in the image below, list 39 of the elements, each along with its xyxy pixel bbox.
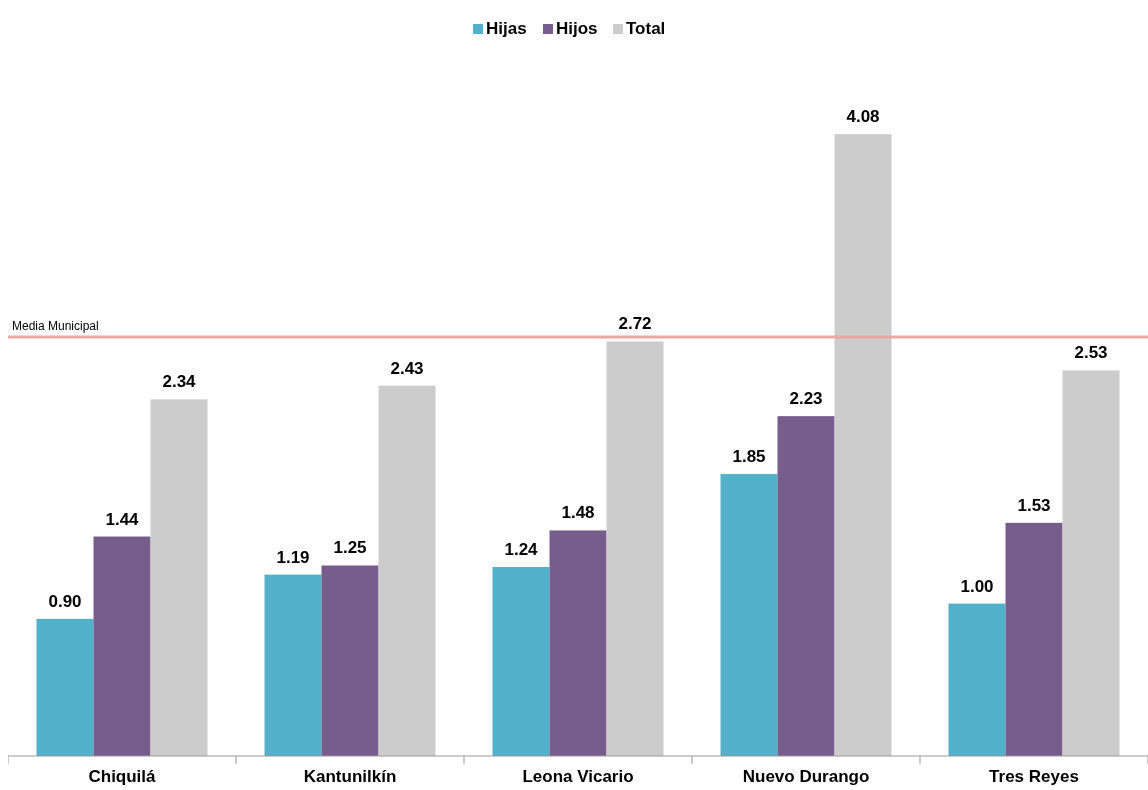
legend-label: Hijas [486, 19, 527, 38]
ref-line-label: Media Municipal [12, 318, 99, 333]
data-label: 0.90 [48, 591, 82, 611]
x-tick-label: Kantunilkín [303, 767, 397, 786]
bar [93, 536, 151, 756]
bar [378, 385, 436, 756]
bar [492, 567, 550, 756]
bar [264, 574, 322, 756]
bar [321, 565, 379, 756]
bar [948, 603, 1006, 756]
data-label: 2.23 [789, 389, 823, 409]
data-label: 2.34 [162, 372, 197, 392]
data-label: 1.48 [561, 503, 595, 523]
data-label: 1.19 [276, 547, 310, 567]
bar [606, 341, 664, 756]
bar [549, 530, 607, 756]
bar [777, 416, 835, 756]
data-label: 2.72 [618, 314, 652, 334]
data-label: 1.24 [504, 540, 539, 560]
data-label: 2.43 [390, 358, 424, 378]
x-tick-label: Chiquilá [88, 767, 157, 786]
bar [834, 134, 892, 756]
x-tick-label: Leona Vicario [522, 767, 634, 786]
legend-label: Total [626, 19, 666, 38]
data-label: 1.85 [732, 447, 766, 467]
x-tick-label: Nuevo Durango [742, 767, 870, 786]
bar [720, 474, 778, 756]
legend-label: Hijos [556, 19, 598, 38]
data-label: 1.25 [333, 538, 367, 558]
bar [1062, 370, 1120, 756]
data-label: 1.00 [960, 576, 994, 596]
bar [1005, 522, 1063, 756]
bar [36, 618, 94, 756]
data-label: 1.53 [1017, 495, 1051, 515]
data-label: 2.53 [1074, 343, 1108, 363]
data-label: 4.08 [846, 107, 880, 127]
x-tick-label: Tres Reyes [989, 767, 1079, 786]
data-label: 1.44 [105, 509, 140, 529]
bar [150, 399, 208, 756]
